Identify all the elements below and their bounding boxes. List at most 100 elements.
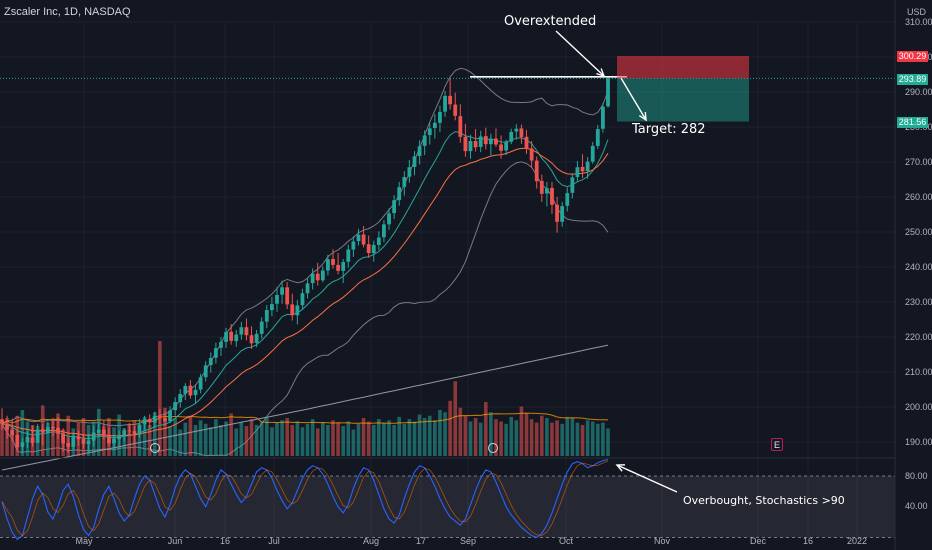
volume-bar [601, 422, 605, 456]
volume-bar [412, 421, 417, 456]
volume-bar [66, 415, 71, 456]
volume-bar [570, 418, 575, 456]
volume-bar [178, 429, 183, 456]
target-label: Target: 282 [632, 122, 706, 137]
volume-bar [596, 423, 600, 456]
candle-body [61, 433, 66, 444]
candle-body [107, 436, 111, 444]
candle-body [269, 304, 274, 311]
volume-bar [163, 407, 167, 456]
candle-body [290, 304, 295, 316]
candle-body [539, 180, 544, 194]
volume-bar [290, 424, 295, 456]
bollinger-upper [1, 67, 609, 427]
volume-bar [463, 415, 468, 456]
volume-bar [193, 424, 198, 456]
candle-body [341, 262, 346, 271]
y-tick-label: 210.00 [905, 367, 932, 377]
candle-body [300, 293, 305, 306]
earnings-marker [150, 443, 160, 453]
candle-body [142, 419, 147, 425]
price-tag: 293.89 [897, 74, 928, 86]
volume-bar [331, 420, 335, 456]
candle-body [249, 335, 254, 344]
x-tick-label: 17 [416, 536, 426, 546]
x-tick-label: Nov [654, 536, 671, 546]
volume-bar [300, 427, 305, 456]
candle-body [198, 377, 203, 390]
y-tick-label: 310.00 [905, 17, 932, 27]
candle-body [560, 206, 565, 222]
candle-body [529, 148, 534, 161]
candle-body [132, 431, 137, 434]
candle-body [280, 287, 284, 295]
y-tick-label: 220.00 [905, 332, 932, 342]
volume-bar [606, 428, 610, 456]
candle-body [320, 270, 325, 281]
candle-body [45, 427, 50, 433]
overextended-label: Overextended [504, 14, 597, 29]
stochastics-pane [0, 457, 895, 541]
volume-bar [295, 421, 300, 456]
symbol-header[interactable]: Zscaler Inc, 1D, NASDAQ [4, 6, 131, 18]
volume-bar [402, 423, 407, 456]
candle-body [40, 429, 45, 433]
volume-bar [341, 426, 345, 456]
candle-body [448, 95, 453, 105]
candle-body [417, 146, 422, 157]
candle-body [66, 443, 71, 447]
volume-bar [483, 401, 488, 456]
volume-bar [433, 420, 437, 456]
x-tick-label: 2022 [847, 536, 867, 546]
earnings-badge[interactable]: E [771, 438, 783, 451]
earnings-marker [488, 443, 498, 453]
volume-bar [239, 422, 244, 456]
y-tick-label: 250.00 [905, 227, 932, 237]
volume-bar [0, 423, 4, 456]
stoch-k-line [1, 459, 609, 541]
volume-bar [580, 424, 585, 456]
x-tick-label: Sep [460, 536, 476, 546]
volume-bar [417, 414, 422, 456]
volume-bar [280, 420, 284, 456]
volume-bar [443, 412, 447, 456]
volume-bar [188, 415, 193, 456]
candle-body [402, 177, 407, 187]
volume-bar [122, 428, 127, 456]
candle-body [86, 440, 91, 445]
candle-body [565, 193, 570, 206]
volume-bar [275, 422, 279, 456]
volume-bar [397, 416, 402, 456]
volume-bar [550, 422, 554, 456]
candle-body [488, 138, 493, 145]
candle-body [443, 95, 447, 112]
candle-body [366, 244, 371, 253]
candle-body [494, 138, 498, 145]
volume-bar [427, 415, 432, 456]
candle-body [412, 156, 417, 167]
volume-bar [356, 423, 361, 456]
candle-body [590, 145, 595, 162]
candle-body [178, 394, 183, 403]
risk-reward-box[interactable] [0, 55, 895, 122]
price-tag: 300.29 [897, 50, 928, 62]
candle-body [188, 385, 193, 396]
candle-body [473, 141, 478, 148]
candle-body [463, 136, 468, 152]
volume-bar [285, 418, 289, 456]
volume-bar [489, 412, 493, 456]
volume-bar [234, 428, 239, 456]
volume-bar [208, 427, 213, 456]
candle-body [351, 241, 356, 250]
volume-bar [219, 424, 223, 456]
candle-body [570, 177, 575, 193]
candle-body [234, 334, 239, 342]
candle-body [458, 116, 463, 137]
candle-body [468, 141, 473, 152]
candle-body [275, 295, 279, 304]
volume-bar [142, 416, 147, 456]
volume-bar [203, 423, 208, 456]
volume-bar [259, 421, 264, 456]
overbought-label: Overbought, Stochastics >90 [683, 494, 845, 507]
